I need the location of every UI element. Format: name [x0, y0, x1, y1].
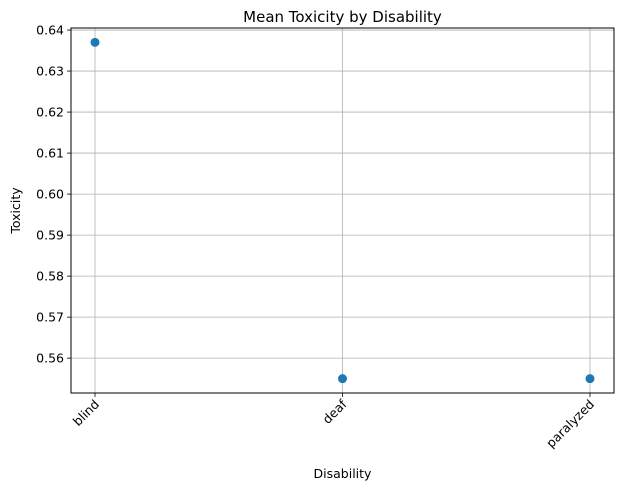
x-tick-label: paralyzed	[543, 397, 597, 451]
y-tick-label: 0.59	[36, 228, 64, 243]
y-tick-label: 0.58	[36, 269, 64, 284]
x-tick-label: blind	[70, 397, 102, 429]
data-point-paralyzed	[585, 374, 595, 384]
data-points	[90, 37, 595, 384]
x-axis-ticks: blind deaf paralyzed	[70, 393, 597, 451]
grid-lines	[71, 28, 614, 393]
x-axis-label: Disability	[314, 466, 373, 481]
y-tick-label: 0.64	[36, 23, 64, 38]
y-axis-ticks: 0.56 0.57 0.58 0.59 0.60 0.61 0.62 0.63 0.64	[36, 23, 71, 366]
y-tick-label: 0.61	[36, 146, 64, 161]
y-tick-label: 0.60	[36, 187, 64, 202]
data-point-deaf	[338, 374, 347, 384]
y-tick-label: 0.57	[36, 310, 64, 325]
y-tick-label: 0.63	[36, 64, 64, 79]
y-tick-label: 0.56	[36, 351, 64, 366]
y-tick-label: 0.62	[36, 105, 64, 120]
x-tick-label: deaf	[319, 396, 350, 427]
data-point-blind	[90, 37, 100, 47]
y-axis-label: Toxicity	[8, 187, 23, 235]
chart-title: Mean Toxicity by Disability	[243, 8, 442, 26]
